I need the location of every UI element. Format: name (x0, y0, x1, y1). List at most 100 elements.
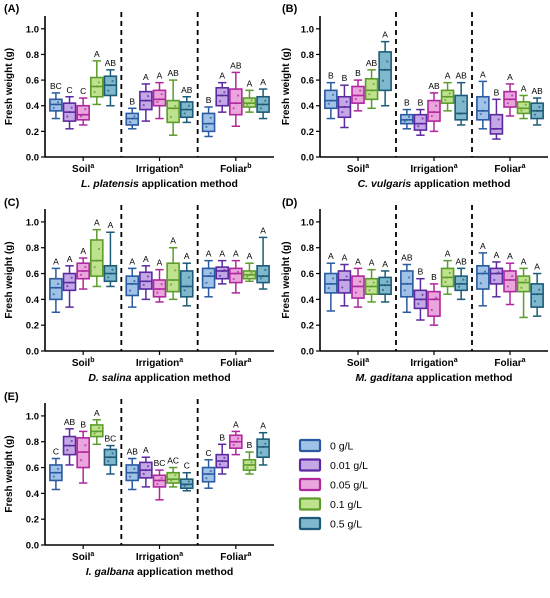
box-point (522, 281, 525, 284)
box: A (256, 421, 270, 466)
box-point (493, 128, 496, 131)
box: A (256, 225, 270, 290)
significance-letter: B (342, 73, 348, 83)
x-tick-label: Irrigationa (136, 163, 183, 175)
box-point (54, 103, 58, 106)
box-point (345, 100, 348, 103)
significance-letter: A (260, 421, 266, 431)
box-rect (324, 89, 338, 110)
significance-letter: AB (401, 253, 413, 263)
box-point (368, 289, 371, 292)
box-point (421, 293, 424, 296)
y-tick-label: 0.0 (301, 153, 314, 164)
box-point (56, 467, 60, 470)
box-point (218, 274, 222, 277)
box-point (95, 259, 98, 262)
box: A (256, 77, 270, 120)
box-point (481, 109, 484, 112)
box-point (82, 450, 85, 454)
significance-letter: A (94, 218, 100, 228)
significance-letter: C (80, 86, 86, 96)
box-point (70, 276, 73, 279)
box-rect (337, 270, 352, 294)
box-point (223, 268, 226, 272)
box-point (111, 79, 114, 83)
box-point (250, 271, 253, 274)
box: B (201, 95, 216, 138)
box-rect (516, 275, 531, 293)
box-point (329, 282, 332, 285)
box: B (125, 96, 140, 130)
significance-letter: AB (366, 58, 378, 68)
significance-letter: B (247, 440, 253, 450)
box-point (133, 467, 136, 470)
significance-letter: AB (127, 447, 139, 457)
significance-letter: AB (531, 86, 543, 96)
box: B (215, 432, 230, 475)
significance-letter: A (445, 249, 451, 259)
box-point (111, 268, 114, 271)
box-point (131, 282, 134, 285)
box-rect (413, 113, 428, 131)
box-point (232, 277, 235, 281)
significance-letter: A (219, 249, 225, 259)
box: BC (152, 458, 167, 501)
box-point (234, 440, 237, 443)
box-point (172, 278, 175, 282)
box-point (146, 275, 150, 278)
box-point (158, 287, 161, 291)
significance-letter: C (53, 447, 59, 457)
box: A (62, 254, 77, 308)
box: A (179, 251, 194, 307)
box: A (152, 71, 167, 120)
box-point (160, 283, 163, 286)
x-tick-label: Foliara (494, 357, 525, 369)
y-tick-label: 0.4 (26, 295, 40, 306)
y-tick-label: 0.0 (26, 153, 39, 164)
box-point (261, 103, 265, 106)
box-point (533, 300, 537, 303)
significance-letter: A (157, 71, 163, 81)
significance-letter: AB (428, 81, 440, 91)
box-point (156, 100, 159, 103)
box-point (381, 288, 385, 292)
legend-swatch (298, 458, 322, 472)
x-tick-label: Soila (347, 163, 369, 175)
significance-letter: BC (50, 81, 62, 91)
significance-letter: A (507, 251, 513, 261)
box-point (538, 105, 541, 109)
box: A (503, 72, 517, 117)
x-tick-label: Soila (72, 163, 94, 175)
significance-letter: A (480, 241, 486, 251)
box-point (522, 107, 525, 110)
box-point (68, 111, 71, 114)
box-point (146, 95, 150, 98)
legend-label: 0.05 g/L (330, 480, 368, 492)
box-group: Irrigationa AB A BC AC C (120, 399, 194, 563)
significance-letter: A (445, 71, 451, 81)
legend-item: 0.01 g/L (298, 458, 368, 472)
box-point (54, 286, 58, 289)
x-tick-label: Irrigationa (136, 357, 183, 369)
box: A (215, 249, 230, 285)
panel-label: (D) (282, 197, 298, 209)
box: A (166, 236, 180, 301)
box-rect (125, 275, 140, 297)
box-point (234, 102, 237, 105)
significance-letter: B (80, 419, 86, 429)
x-axis-title: I. galbana application method (86, 566, 234, 578)
box-point (421, 117, 424, 120)
box: A (89, 49, 104, 106)
box: AB (179, 85, 194, 124)
box: A (215, 71, 230, 113)
y-tick-label: 0.0 (301, 347, 314, 358)
significance-letter: A (143, 445, 149, 455)
box: A (530, 262, 544, 317)
legend-label: 0.1 g/L (330, 499, 362, 511)
significance-letter: B (355, 68, 361, 78)
box-point (359, 89, 362, 92)
box-point (66, 115, 69, 118)
box: AB (454, 256, 468, 301)
significance-letter: A (247, 78, 253, 88)
